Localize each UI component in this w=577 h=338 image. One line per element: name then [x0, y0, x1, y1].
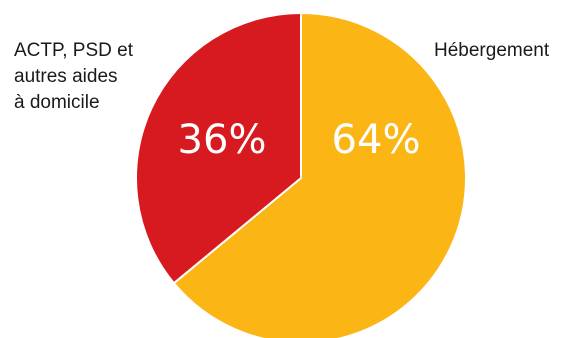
slice-label-aides-domicile-line1: ACTP, PSD et: [14, 40, 134, 61]
slice-label-aides-domicile-line3: à domicile: [14, 92, 100, 113]
pie-slice-aides-domicile: [135, 12, 302, 285]
slice-label-hebergement: Hébergement: [434, 40, 550, 61]
slice-label-aides-domicile-line2: autres aides: [14, 66, 118, 87]
slice-value-label-hebergement: 64%: [332, 117, 421, 163]
pie-slices: [135, 12, 467, 338]
pie-slice-hebergement: [172, 12, 467, 338]
slice-value-label-aides-domicile: 36%: [178, 117, 267, 163]
